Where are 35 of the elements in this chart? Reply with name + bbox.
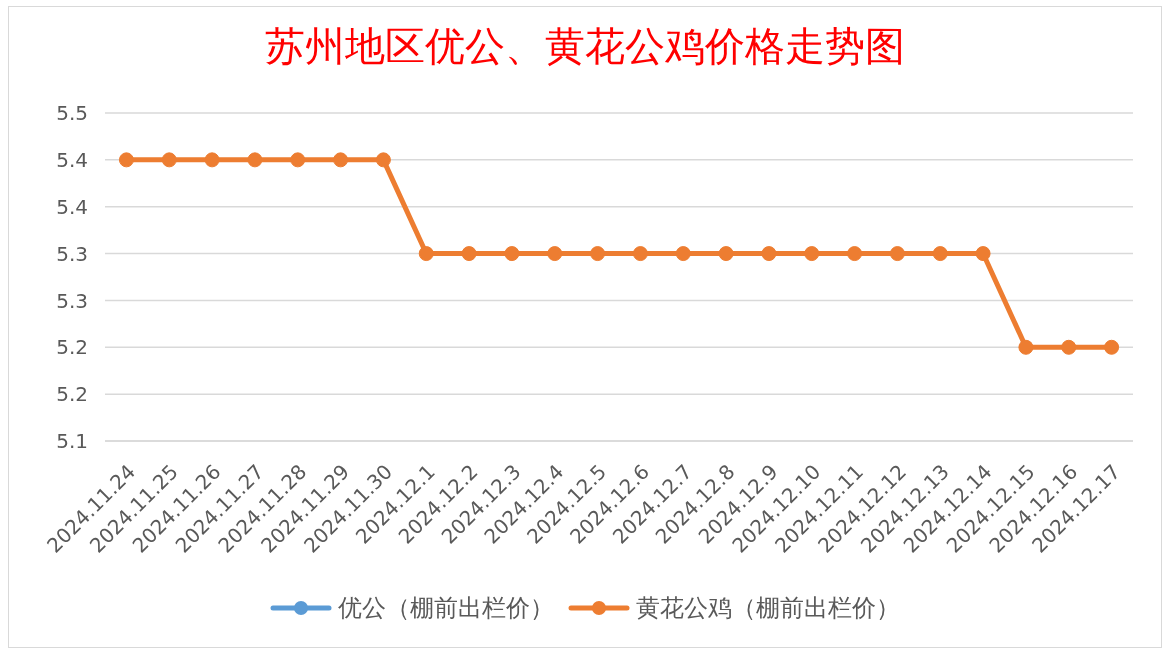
point [975, 246, 991, 262]
point [375, 152, 391, 168]
y-tick-label: 5.4 [56, 147, 88, 172]
point [333, 152, 349, 168]
point [804, 246, 820, 262]
y-tick-label: 5.4 [56, 194, 88, 219]
y-tick-label: 5.5 [56, 101, 88, 126]
point [718, 246, 734, 262]
legend-label: 黄花公鸡（棚前出栏价） [636, 594, 900, 623]
y-tick-label: 5.2 [56, 335, 88, 360]
point [247, 152, 263, 168]
point [290, 152, 306, 168]
point [1061, 339, 1077, 355]
chart-title: 苏州地区优公、黄花公鸡价格走势图 [264, 23, 906, 71]
point [547, 246, 563, 262]
point [118, 152, 134, 168]
point [161, 152, 177, 168]
point [504, 246, 520, 262]
point [675, 246, 691, 262]
point [1018, 339, 1034, 355]
point [847, 246, 863, 262]
point [761, 246, 777, 262]
y-tick-label: 5.2 [56, 382, 88, 407]
point [632, 246, 648, 262]
point [204, 152, 220, 168]
y-tick-label: 5.1 [56, 429, 88, 454]
point [590, 246, 606, 262]
legend-label: 优公（棚前出栏价） [338, 594, 554, 623]
y-tick-label: 5.3 [56, 288, 88, 313]
point [932, 246, 948, 262]
point [418, 246, 434, 262]
y-tick-label: 5.3 [56, 241, 88, 266]
point [461, 246, 477, 262]
point [889, 246, 905, 262]
point [1104, 339, 1120, 355]
